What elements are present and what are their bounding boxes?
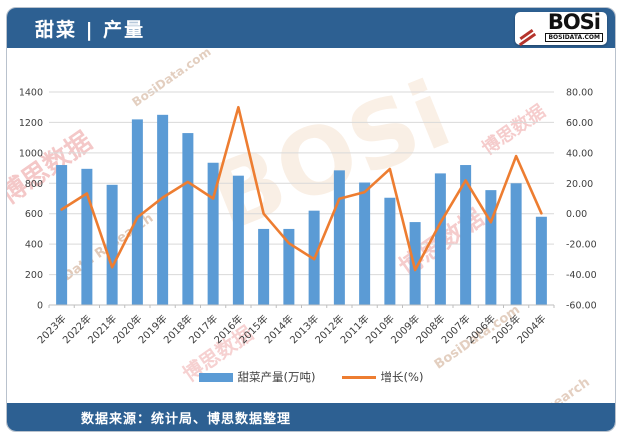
- production-bar: [434, 173, 446, 305]
- y-axis-right-tick-label: -40.00: [566, 270, 597, 281]
- logo-domain: BOSIDATA.COM: [545, 33, 603, 42]
- production-bar: [409, 222, 421, 305]
- logo-text: BOSi: [547, 10, 601, 34]
- footer-bar: 数据来源：统计局、博思数据整理: [7, 403, 615, 431]
- production-bar: [333, 170, 345, 305]
- page-title: 甜菜 | 产量: [35, 19, 146, 41]
- y-axis-left-tick-label: 1400: [19, 88, 43, 99]
- production-chart: 0 -60.00 200 -40.00 400 -20.00 600 0.00 800 20.00…: [19, 88, 597, 347]
- y-axis-right-tick-label: 60.00: [566, 118, 593, 129]
- y-axis-left-tick-label: 800: [25, 179, 43, 190]
- production-bar: [232, 175, 244, 305]
- production-bar: [207, 162, 219, 305]
- header-bar: 甜菜 | 产量 BOSi BOSIDATA.COM: [7, 8, 615, 48]
- production-bar: [283, 228, 295, 305]
- y-axis-right-tick-label: -20.00: [566, 240, 597, 251]
- y-axis-left-tick-label: 0: [37, 301, 43, 312]
- production-bar: [157, 114, 169, 305]
- y-axis-left-tick-label: 1200: [19, 118, 43, 129]
- y-axis-left-tick-label: 600: [25, 209, 43, 220]
- production-bar: [81, 168, 93, 305]
- production-bar: [535, 216, 547, 305]
- production-bar: [131, 119, 143, 305]
- growth-line: [60, 105, 543, 272]
- production-bar: [106, 184, 118, 305]
- production-bar: [460, 165, 472, 305]
- y-axis-right-tick-label: 0.00: [566, 209, 587, 220]
- y-axis-right-tick-label: 20.00: [566, 179, 593, 190]
- production-bar: [258, 228, 270, 305]
- production-bar: [384, 197, 396, 305]
- production-bar: [359, 182, 371, 305]
- production-bar: [485, 190, 497, 305]
- data-source-text: 数据来源：统计局、博思数据整理: [81, 412, 292, 427]
- production-bar: [56, 165, 68, 305]
- production-bar: [182, 133, 194, 305]
- y-axis-left-tick-label: 200: [25, 270, 43, 281]
- y-axis-right-tick-label: 40.00: [566, 148, 593, 159]
- production-bar: [510, 183, 522, 305]
- y-axis-right-tick-label: -60.00: [566, 301, 597, 312]
- x-axis-label: 2004年: [514, 312, 548, 346]
- y-axis-left-tick-label: 1000: [19, 148, 43, 159]
- y-axis-left-tick-label: 400: [25, 240, 43, 251]
- y-axis-right-tick-label: 80.00: [566, 88, 593, 99]
- bosi-logo: BOSi BOSIDATA.COM: [515, 10, 607, 47]
- chart-area: 0 -60.00 200 -40.00 400 -20.00 600 0.00 800 20.00…: [7, 48, 615, 406]
